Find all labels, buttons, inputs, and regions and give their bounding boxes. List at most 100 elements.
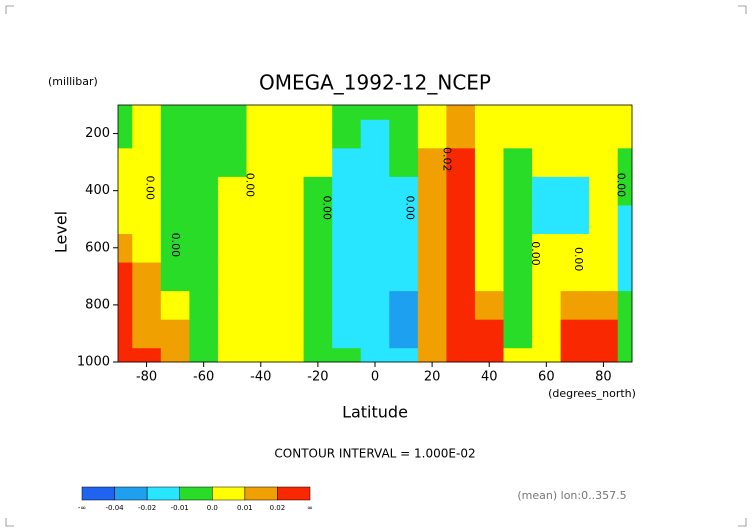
contour-cell [474, 347, 504, 363]
contour-cell [118, 347, 133, 363]
contour-cell [275, 176, 305, 206]
contour-cell [160, 119, 190, 149]
contour-cell [118, 176, 133, 206]
contour-cell [275, 319, 305, 349]
contour-cell [189, 176, 219, 206]
contour-cell [275, 233, 305, 263]
contour-cell [560, 262, 590, 292]
contour-cell [303, 262, 333, 292]
contour-cell [303, 319, 333, 349]
contour-cell [532, 347, 562, 363]
contour-cell [446, 105, 476, 120]
contour-cell [303, 119, 333, 149]
contour-cell [160, 347, 190, 363]
note: (mean) lon:0..357.5 [517, 489, 626, 502]
contour-cell [118, 319, 133, 349]
contour-cell [503, 105, 533, 120]
y-tick-label: 200 [85, 126, 110, 141]
contour-cell [332, 119, 362, 149]
contour-cell [617, 319, 633, 349]
chart-title: OMEGA_1992-12_NCEP [259, 71, 491, 95]
contour-cell [189, 262, 219, 292]
contour-cell [474, 262, 504, 292]
contour-cell [474, 290, 504, 320]
contour-cell [474, 176, 504, 206]
contour-cell [503, 319, 533, 349]
contour-cell [332, 176, 362, 206]
x-tick-label: -40 [250, 370, 271, 385]
contour-cell [389, 119, 419, 149]
contour-cell [189, 290, 219, 320]
contour-cell [360, 119, 390, 149]
contour-cell [503, 290, 533, 320]
contour-cell [589, 347, 619, 363]
colorbar-box [146, 486, 180, 501]
contour-cell [160, 105, 190, 120]
contour-cell [417, 319, 447, 349]
contour-cell [589, 147, 619, 177]
contour-cell [560, 119, 590, 149]
contour-label: 0.00 [143, 176, 156, 201]
contour-cell [217, 290, 247, 320]
contour-cell [132, 290, 162, 320]
contour-cell [189, 105, 219, 120]
contour-cell [617, 176, 633, 206]
colorbar-label: ∞ [307, 504, 313, 512]
contour-cell [360, 347, 390, 363]
x-tick-label: 60 [538, 370, 555, 385]
contour-cell [417, 290, 447, 320]
contour-cell [503, 176, 533, 206]
contour-cell [217, 233, 247, 263]
colorbar-label: -∞ [78, 504, 86, 512]
contour-cell [303, 147, 333, 177]
contour-cell [532, 105, 562, 120]
contour-cell [118, 204, 133, 234]
contour-cell [303, 105, 333, 120]
contour-cell [560, 147, 590, 177]
contour-cell [275, 119, 305, 149]
contour-cell [589, 290, 619, 320]
contour-cell [532, 233, 562, 263]
contour-cell [217, 105, 247, 120]
contour-cell [446, 204, 476, 234]
x-tick-label: 20 [424, 370, 441, 385]
contour-cell [503, 119, 533, 149]
colorbar-box [277, 486, 311, 501]
contour-cell [132, 147, 162, 177]
contour-cell [132, 119, 162, 149]
contour-cell [389, 147, 419, 177]
contour-cell [246, 319, 276, 349]
contour-cell [446, 319, 476, 349]
contour-cell [303, 290, 333, 320]
x-axis-label: Latitude [342, 403, 408, 422]
contour-cell [189, 119, 219, 149]
contour-cell [118, 290, 133, 320]
contour-cell [560, 347, 590, 363]
contour-cell [389, 319, 419, 349]
contour-cell [246, 119, 276, 149]
contour-cell [275, 262, 305, 292]
contour-cell [275, 204, 305, 234]
contour-cell [446, 147, 476, 177]
contour-cell [417, 105, 447, 120]
contour-cell [132, 204, 162, 234]
contour-cell [503, 204, 533, 234]
contour-cell [360, 105, 390, 120]
contour-cell [303, 347, 333, 363]
contour-fill [118, 105, 633, 363]
contour-cell [246, 233, 276, 263]
contour-cell [389, 233, 419, 263]
contour-cell [474, 105, 504, 120]
contour-cell [560, 290, 590, 320]
contour-cell [503, 262, 533, 292]
contour-cell [446, 290, 476, 320]
x-tick-label: 80 [595, 370, 612, 385]
contour-cell [503, 147, 533, 177]
contour-cell [474, 204, 504, 234]
contour-cell [303, 176, 333, 206]
contour-cell [189, 204, 219, 234]
contour-cell [332, 290, 362, 320]
contour-cell [532, 119, 562, 149]
contour-cell [417, 147, 447, 177]
contour-cell [503, 233, 533, 263]
